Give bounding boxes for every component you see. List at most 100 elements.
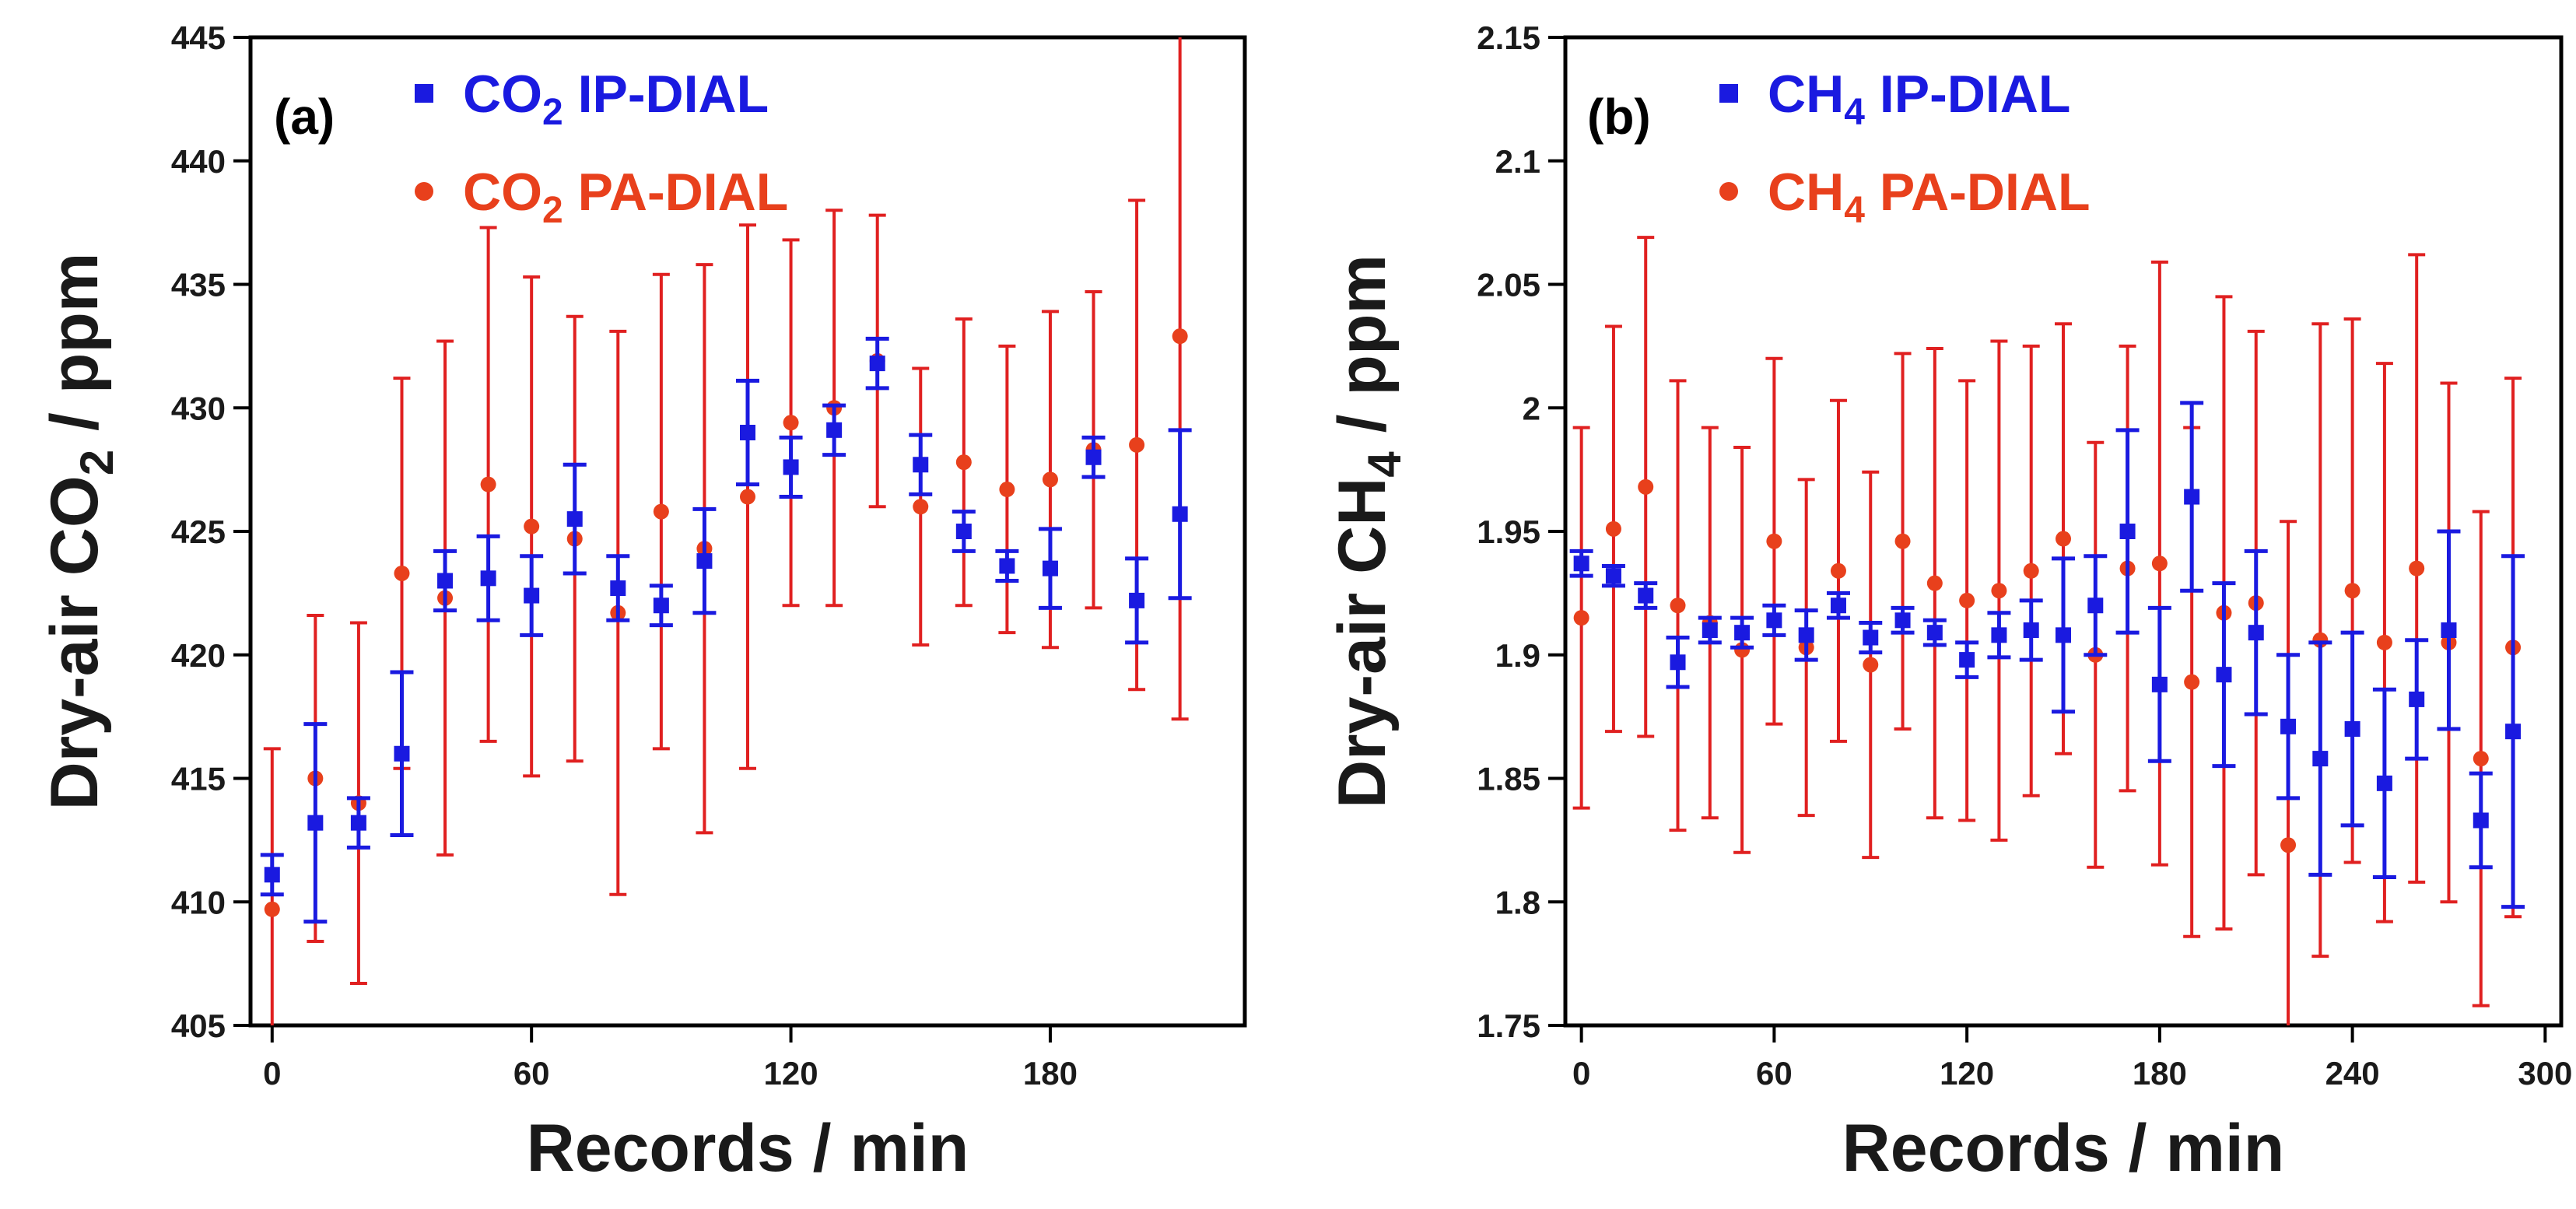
series-ip	[1569, 401, 2525, 909]
pa-point	[524, 518, 540, 534]
ip-point	[2473, 812, 2489, 829]
ip-point	[2151, 676, 2168, 692]
legend-marker-square	[1719, 84, 1738, 103]
y-tick-label: 445	[171, 19, 226, 56]
ip-point	[2119, 524, 2136, 539]
panel-b-legend: CH4 IP-DIAL CH4 PA-DIAL	[1719, 65, 2091, 231]
ip-point	[653, 597, 669, 614]
y-tick-label: 415	[171, 761, 226, 797]
y-tick-label: 1.8	[1495, 884, 1540, 920]
pa-point	[1670, 597, 1686, 614]
ip-point	[2023, 622, 2039, 638]
pa-point	[1926, 575, 1943, 591]
panel-b-y-axis-title: Dry-air CH4 / ppm	[1325, 254, 1411, 808]
y-tick-label: 420	[171, 637, 226, 674]
pa-point	[2473, 751, 2489, 767]
x-tick-label: 120	[1940, 1055, 1994, 1092]
y-tick-label: 1.95	[1477, 513, 1540, 550]
pa-point	[2376, 634, 2392, 650]
pa-point	[1991, 583, 2007, 599]
ip-point	[1959, 652, 1975, 668]
series-ip	[260, 336, 1192, 924]
y-tick-label: 410	[171, 884, 226, 920]
pa-point	[1172, 328, 1188, 345]
legend-entry-pa: CO2 PA-DIAL	[415, 163, 788, 231]
ip-point	[2248, 625, 2264, 641]
y-tick-label: 1.9	[1495, 637, 1540, 674]
y-tick-label: 2.05	[1477, 267, 1540, 303]
pa-point	[653, 503, 669, 520]
pa-point	[394, 565, 410, 581]
pa-point	[2184, 674, 2200, 690]
pa-point	[2280, 837, 2297, 853]
x-tick-label: 180	[1023, 1055, 1078, 1092]
x-tick-label: 240	[2325, 1055, 2380, 1092]
x-tick-label: 120	[764, 1055, 818, 1092]
ip-point	[783, 459, 799, 475]
ip-point	[437, 573, 454, 589]
ip-point	[2441, 622, 2457, 638]
ip-point	[1863, 629, 1879, 646]
ip-point	[2409, 691, 2425, 707]
ip-point	[826, 422, 843, 438]
ip-point	[350, 815, 366, 831]
ip-point	[1926, 625, 1943, 641]
legend-entry-pa: CH4 PA-DIAL	[1719, 163, 2091, 231]
y-tick-label: 1.75	[1477, 1008, 1540, 1044]
ip-point	[1638, 587, 1654, 604]
ip-point	[2376, 775, 2392, 791]
ip-point	[1894, 612, 1911, 629]
x-tick-label: 60	[1756, 1055, 1793, 1092]
x-tick-label: 0	[263, 1055, 281, 1092]
legend-label: CO2 IP-DIAL	[463, 65, 769, 133]
pa-point	[1894, 533, 1911, 549]
ip-point	[1830, 597, 1846, 614]
ip-point	[1734, 625, 1751, 641]
pa-point	[480, 476, 496, 492]
legend-label: CO2 PA-DIAL	[463, 163, 788, 231]
panel-b-x-axis-title: Records / min	[1842, 1111, 2285, 1186]
panel-a-y-axis: 405 410 415 420 425 430 435 440 445	[171, 19, 251, 1044]
ip-point	[1670, 654, 1686, 671]
ip-point	[1702, 622, 1718, 638]
pa-point	[1042, 471, 1058, 488]
panel-a-x-axis: 0 60 120 180	[263, 1025, 1078, 1092]
y-tick-label: 430	[171, 390, 226, 426]
panel-b-ch4: 1.75 1.8 1.85 1.9 1.95 2 2.05 2.1 2.15 0 60 120 180…	[1325, 19, 2572, 1186]
ip-point	[2184, 489, 2200, 505]
legend-marker-square	[415, 84, 433, 103]
pa-point	[1129, 436, 1145, 453]
pa-point	[1638, 478, 1654, 495]
panel-b-x-axis: 0 60 120 180 240 300	[1572, 1025, 2572, 1092]
pa-errorbar	[1171, 37, 1189, 721]
pa-point	[740, 489, 755, 505]
ip-point	[524, 587, 540, 604]
ip-point	[1129, 592, 1145, 608]
pa-point	[264, 901, 280, 917]
ip-point	[566, 511, 583, 527]
ip-point	[955, 524, 972, 539]
y-tick-label: 440	[171, 143, 226, 180]
y-tick-label: 435	[171, 267, 226, 303]
ip-point	[1766, 612, 1782, 629]
panel-a-legend: CO2 IP-DIAL CO2 PA-DIAL	[415, 65, 788, 231]
pa-point	[2344, 583, 2360, 599]
ip-point	[696, 553, 713, 569]
panel-a-co2: 405 410 415 420 425 430 435 440 445 0 60 120 180 (a…	[37, 19, 1247, 1186]
panel-b-y-axis: 1.75 1.8 1.85 1.9 1.95 2 2.05 2.1 2.15	[1477, 19, 1565, 1044]
legend-label: CH4 PA-DIAL	[1768, 163, 2091, 231]
ip-point	[264, 867, 280, 883]
pa-point	[1605, 520, 1621, 537]
y-tick-label: 1.85	[1477, 761, 1540, 797]
panel-a-tag: (a)	[274, 89, 335, 145]
pa-point	[1959, 592, 1975, 608]
ip-point	[394, 745, 410, 762]
ip-point	[2505, 724, 2522, 740]
ip-point	[1991, 627, 2007, 643]
y-tick-label: 2.15	[1477, 19, 1540, 56]
ip-point	[1042, 560, 1058, 576]
ip-point	[480, 570, 496, 587]
ip-point	[610, 580, 626, 597]
ip-point	[1573, 555, 1589, 572]
ip-point	[2087, 597, 2104, 614]
